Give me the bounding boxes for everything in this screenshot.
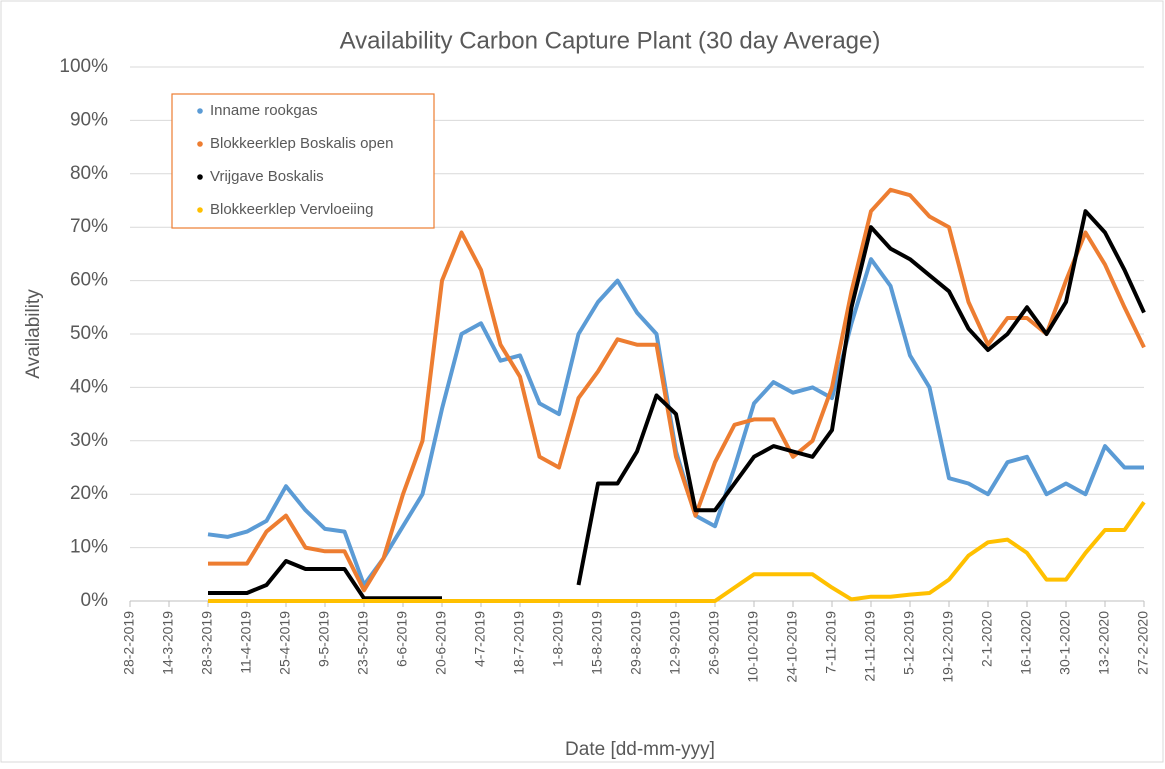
- legend-label: Blokkeerklep Vervloeiing: [210, 201, 373, 218]
- y-tick-label: 10%: [70, 537, 108, 558]
- series-line: [208, 187, 1146, 593]
- x-tick-label: 26-9-2019: [706, 611, 722, 675]
- x-tick-label: 15-8-2019: [589, 611, 605, 675]
- x-tick-label: 11-4-2019: [238, 611, 254, 674]
- y-tick-label: 30%: [70, 430, 108, 451]
- y-tick-label: 100%: [59, 56, 108, 77]
- legend-marker: [197, 174, 203, 180]
- y-tick-label: 0%: [81, 590, 109, 611]
- legend-label: Inname rookgas: [210, 102, 318, 119]
- chart-title: Availability Carbon Capture Plant (30 da…: [340, 27, 881, 54]
- x-tick-label: 27-2-2020: [1135, 611, 1151, 675]
- x-tick-label: 1-8-2019: [550, 611, 566, 667]
- y-tick-label: 80%: [70, 163, 108, 184]
- x-tick-label: 28-2-2019: [121, 611, 137, 675]
- y-tick-label: 20%: [70, 483, 108, 504]
- x-tick-label: 28-3-2019: [199, 611, 215, 675]
- x-axis-label: Date [dd-mm-yyy]: [565, 739, 715, 760]
- x-tick-label: 30-1-2020: [1057, 611, 1073, 675]
- y-tick-label: 50%: [70, 323, 108, 344]
- legend-label: Blokkeerklep Boskalis open: [210, 135, 393, 152]
- y-tick-label: 70%: [70, 216, 108, 237]
- x-tick-label: 16-1-2020: [1018, 611, 1034, 675]
- y-tick-label: 40%: [70, 376, 108, 397]
- x-tick-label: 12-9-2019: [667, 611, 683, 675]
- y-axis-label: Availability: [23, 289, 44, 379]
- x-tick-label: 4-7-2019: [472, 611, 488, 667]
- legend-marker: [197, 108, 203, 114]
- x-tick-label: 9-5-2019: [316, 611, 332, 667]
- x-tick-label: 10-10-2019: [745, 611, 761, 683]
- x-tick-label: 18-7-2019: [511, 611, 527, 675]
- legend-marker: [197, 207, 203, 213]
- x-tick-label: 7-11-2019: [823, 611, 839, 674]
- series-line: [208, 501, 1146, 603]
- x-tick-label: 29-8-2019: [628, 611, 644, 675]
- x-tick-label: 6-6-2019: [394, 611, 410, 667]
- series-line: [208, 209, 1146, 601]
- x-tick-label: 5-12-2019: [901, 611, 917, 675]
- x-tick-label: 23-5-2019: [355, 611, 371, 675]
- x-tick-label: 20-6-2019: [433, 611, 449, 675]
- y-tick-label: 60%: [70, 270, 108, 291]
- x-tick-label: 19-12-2019: [940, 611, 956, 683]
- x-tick-label: 14-3-2019: [160, 611, 176, 675]
- y-tick-label: 90%: [70, 109, 108, 130]
- legend-box: [171, 93, 435, 229]
- x-tick-label: 21-11-2019: [862, 611, 878, 682]
- x-tick-label: 2-1-2020: [979, 611, 995, 667]
- x-tick-label: 25-4-2019: [277, 611, 293, 675]
- x-tick-label: 24-10-2019: [784, 611, 800, 683]
- x-tick-label: 13-2-2020: [1096, 611, 1112, 675]
- legend-label: Vrijgave Boskalis: [210, 168, 324, 185]
- legend-marker: [197, 141, 203, 147]
